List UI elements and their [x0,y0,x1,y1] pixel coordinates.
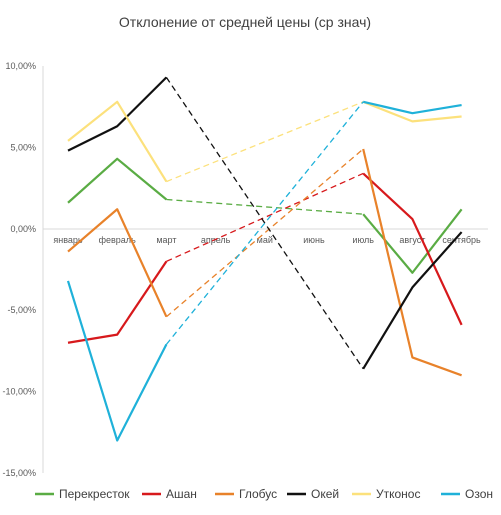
series-line [362,148,462,377]
x-axis-ticks: январьфевральмартапрельмайиюньиюльавгуст… [53,235,481,245]
y-tick-label: 10,00% [5,61,36,71]
y-tick-label: -15,00% [2,468,36,478]
series-line [67,157,168,204]
gap-connector [166,198,364,215]
chart-title: Отклонение от средней цены (ср знач) [119,14,371,30]
series-line [362,231,463,370]
y-tick-label: -5,00% [7,305,36,315]
series-line [66,280,168,442]
legend-label: Озон [465,487,493,501]
gap-connector [166,172,364,262]
x-tick-label: февраль [99,235,136,245]
legend-item: Глобус [215,487,277,501]
y-tick-label: 0,00% [10,224,36,234]
legend-item: Перекресток [35,487,130,501]
legend-label: Перекресток [59,487,130,501]
legend-item: Утконос [352,487,420,501]
series-lines [66,76,463,442]
x-tick-label: сентябрь [442,235,481,245]
x-tick-label: август [399,235,425,245]
gap-connector [165,77,364,370]
gap-connector [166,101,364,183]
legend-label: Ашан [166,487,197,501]
legend-label: Окей [311,487,339,501]
legend-item: Окей [287,487,339,501]
legend: Перекресток Ашан Глобус Окей Утконос Озон [35,487,493,501]
series-line [362,100,462,123]
legend-item: Озон [441,487,493,501]
x-tick-label: июль [352,235,374,245]
x-tick-label: январь [53,235,83,245]
y-tick-label: 5,00% [10,142,36,152]
gap-connector [165,148,364,318]
gap-connectors [165,77,364,370]
legend-item: Ашан [142,487,197,501]
series-line [67,76,168,152]
series-line [362,172,463,326]
series-line [362,208,463,274]
x-tick-label: март [156,235,176,245]
legend-label: Глобус [239,487,277,501]
y-tick-label: -10,00% [2,387,36,397]
gap-connector [165,101,364,345]
series-line [67,100,168,183]
series-line [362,100,462,115]
x-tick-label: июнь [303,235,325,245]
series-line [67,260,168,344]
series-line [67,208,168,318]
legend-label: Утконос [376,487,420,501]
x-tick-label: май [257,235,273,245]
y-axis-ticks: 10,00% 5,00% 0,00% -5,00% -10,00% -15,00% [2,61,36,478]
